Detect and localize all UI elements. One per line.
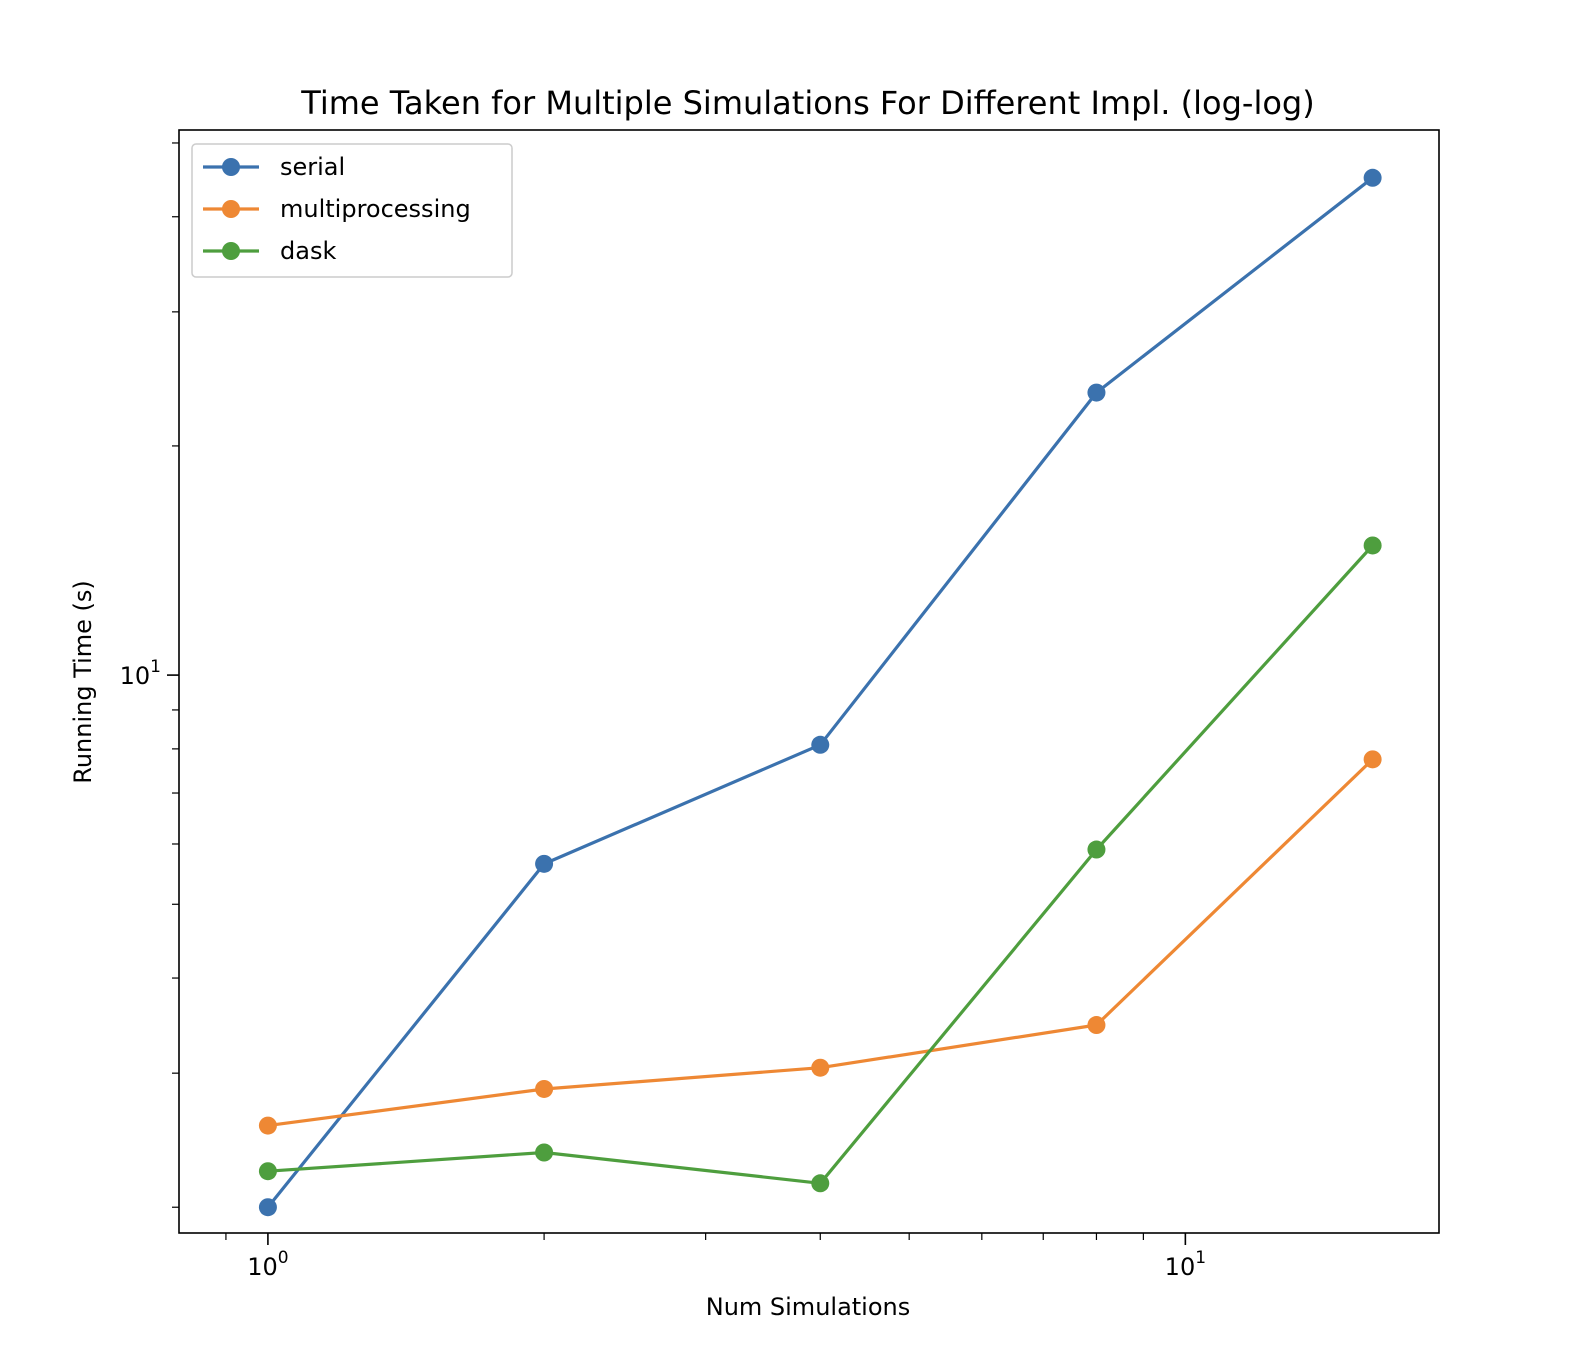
legend-marker-multiprocessing <box>222 200 240 218</box>
data-point-multiprocessing <box>258 1116 277 1135</box>
data-point-multiprocessing <box>811 1058 830 1077</box>
y-tick-label: 101 <box>120 657 161 690</box>
data-point-multiprocessing <box>1087 1016 1106 1035</box>
data-point-serial <box>258 1198 277 1217</box>
data-point-serial <box>1363 168 1382 187</box>
y-axis-label: Running Time (s) <box>69 580 97 784</box>
data-point-serial <box>811 735 830 754</box>
data-point-dask <box>258 1162 277 1181</box>
legend-label-multiprocessing: multiprocessing <box>280 195 471 223</box>
series-line-dask <box>267 544 1374 1185</box>
legend-marker-serial <box>222 158 240 176</box>
chart-title: Time Taken for Multiple Simulations For … <box>300 84 1314 122</box>
x-tick-label: 101 <box>1165 1248 1206 1281</box>
data-point-multiprocessing <box>535 1079 554 1098</box>
x-axis-label: Num Simulations <box>706 1293 911 1321</box>
legend-label-serial: serial <box>280 153 345 181</box>
major-ticks: 100 101 101 <box>120 657 1206 1281</box>
data-point-dask <box>811 1174 830 1193</box>
legend-label-dask: dask <box>280 237 336 265</box>
data-point-multiprocessing <box>1363 750 1382 769</box>
legend: serial multiprocessing dask <box>191 143 513 278</box>
data-point-dask <box>1363 536 1382 555</box>
series-line-serial <box>266 176 1374 1209</box>
plot-frame <box>178 129 1440 1234</box>
legend-box <box>191 143 513 278</box>
data-point-serial <box>1087 383 1106 402</box>
series-layer <box>258 168 1382 1217</box>
minor-ticks <box>172 142 1144 1240</box>
data-point-dask <box>535 1143 554 1162</box>
legend-marker-dask <box>222 242 240 260</box>
x-tick-label: 100 <box>247 1248 288 1281</box>
data-point-dask <box>1087 840 1106 859</box>
data-point-serial <box>535 854 554 873</box>
